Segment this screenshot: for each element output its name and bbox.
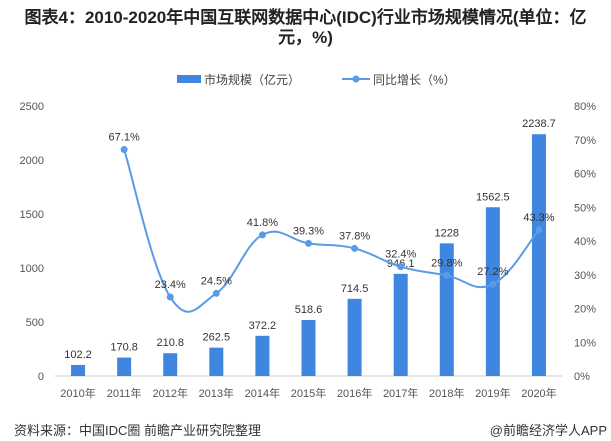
source-note: 资料来源：中国IDC圈 前瞻产业研究院整理: [14, 423, 262, 438]
growth-label: 67.1%: [109, 132, 140, 144]
y-right-tick-label: 60%: [574, 169, 596, 181]
y-left-tick-label: 2000: [20, 155, 44, 167]
bar: [71, 364, 86, 376]
legend-bar-swatch: [177, 75, 201, 83]
legend-bar-label: 市场规模（亿元）: [204, 72, 300, 87]
y-left-tick-label: 500: [26, 317, 44, 329]
bar-label: 262.5: [203, 332, 231, 344]
bar-label: 1562.5: [476, 191, 510, 203]
y-right-tick-label: 30%: [574, 270, 596, 282]
y-right-tick-label: 20%: [574, 304, 596, 316]
chart-title: 图表4：2010-2020年中国互联网数据中心(IDC)行业市场规模情况(单位：…: [24, 8, 587, 47]
x-tick-label: 2018年: [429, 386, 464, 400]
bar-label: 2238.7: [522, 118, 556, 130]
bar: [163, 353, 178, 376]
growth-label: 39.3%: [293, 225, 324, 237]
growth-point: [305, 239, 312, 247]
growth-label: 43.3%: [523, 212, 554, 224]
y-right-tick-label: 0%: [574, 371, 590, 383]
y-left-tick-label: 1500: [20, 209, 44, 221]
x-tick-label: 2010年: [60, 386, 95, 400]
y-left-tick-label: 0: [38, 371, 44, 383]
bar-label: 372.2: [249, 320, 277, 332]
growth-label: 27.2%: [477, 266, 508, 278]
growth-line: [123, 149, 540, 313]
x-tick-label: 2013年: [199, 386, 234, 400]
growth-point: [212, 289, 220, 297]
y-right-tick-label: 50%: [574, 202, 596, 214]
x-tick-label: 2019年: [475, 386, 510, 400]
growth-label: 32.4%: [385, 249, 416, 261]
bar-label: 210.8: [156, 337, 184, 349]
bar: [485, 207, 500, 376]
bar: [347, 298, 362, 376]
bar: [117, 357, 132, 376]
growth-point: [489, 280, 497, 288]
growth-label: 29.8%: [431, 257, 462, 269]
bar: [301, 319, 316, 376]
growth-point: [120, 146, 128, 154]
bar: [209, 347, 224, 376]
growth-point: [258, 231, 266, 239]
y-right-tick-label: 70%: [574, 135, 596, 147]
x-tick-label: 2015年: [291, 386, 326, 400]
growth-point: [166, 293, 174, 301]
growth-label: 23.4%: [155, 279, 186, 291]
bar: [393, 273, 408, 376]
legend-line-label: 同比增长（%）: [373, 73, 456, 87]
bar: [255, 335, 270, 376]
growth-point: [397, 263, 405, 271]
bar-label: 1228: [435, 227, 459, 239]
x-tick-label: 2016年: [337, 386, 372, 400]
bar-label: 170.8: [110, 342, 138, 354]
growth-point: [351, 244, 359, 252]
growth-point: [535, 226, 543, 234]
y-right-tick-label: 40%: [574, 236, 596, 248]
credit: @前瞻经济学人APP: [489, 423, 607, 438]
growth-label: 41.8%: [247, 217, 278, 229]
growth-point: [443, 271, 451, 279]
x-tick-label: 2011年: [107, 386, 142, 400]
bar: [531, 134, 546, 376]
x-tick-label: 2012年: [152, 386, 187, 400]
legend-line-marker: [352, 75, 360, 83]
growth-label: 37.8%: [339, 230, 370, 242]
y-left-tick-label: 2500: [20, 101, 44, 113]
x-tick-label: 2014年: [245, 386, 280, 400]
x-tick-label: 2017年: [383, 386, 418, 400]
bar-label: 714.5: [341, 283, 369, 295]
x-tick-label: 2020年: [521, 386, 556, 400]
y-left-tick-label: 1000: [20, 263, 44, 275]
bar-label: 518.6: [295, 304, 323, 316]
y-right-tick-label: 80%: [574, 101, 596, 113]
y-right-tick-label: 10%: [574, 337, 596, 349]
bar-label: 102.2: [64, 349, 92, 361]
growth-label: 24.5%: [201, 275, 232, 287]
